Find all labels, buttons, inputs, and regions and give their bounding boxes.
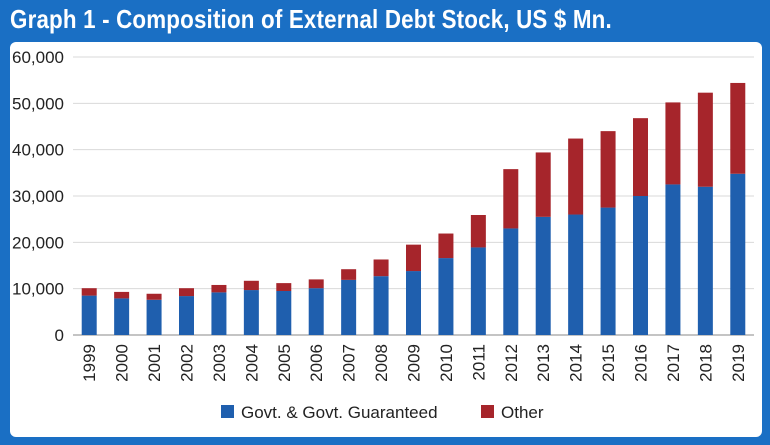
bar-govt-guaranteed <box>211 292 227 335</box>
legend-swatch-govt <box>221 405 234 418</box>
bar-govt-guaranteed <box>114 298 130 335</box>
chart-title: Graph 1 - Composition of External Debt S… <box>10 4 612 34</box>
bar-other <box>114 291 130 299</box>
x-tick-label: 2009 <box>405 344 424 382</box>
y-tick-label: 60,000 <box>12 48 64 67</box>
bar-other <box>341 269 357 280</box>
y-tick-label: 50,000 <box>12 94 64 113</box>
legend: Govt. & Govt. Guaranteed Other <box>221 403 544 422</box>
bar-govt-guaranteed <box>406 271 421 335</box>
x-tick-label: 2016 <box>632 344 651 382</box>
bars <box>81 82 746 335</box>
x-tick-label: 2012 <box>502 344 521 382</box>
legend-label-govt: Govt. & Govt. Guaranteed <box>241 403 438 422</box>
x-tick-label: 2019 <box>729 344 748 382</box>
bar-other <box>697 92 713 187</box>
x-tick-label: 1999 <box>80 344 99 382</box>
bar-other <box>568 138 584 215</box>
bar-govt-guaranteed <box>438 258 454 335</box>
bar-other <box>146 293 162 300</box>
bar-govt-guaranteed <box>600 207 616 335</box>
bar-govt-guaranteed <box>633 196 648 335</box>
bar-govt-guaranteed <box>470 247 486 335</box>
bar-govt-guaranteed <box>503 228 519 335</box>
bar-govt-guaranteed <box>276 290 292 335</box>
bar-other <box>276 283 292 291</box>
x-tick-label: 2014 <box>567 344 586 382</box>
x-tick-label: 2011 <box>469 344 488 381</box>
x-tick-label: 2000 <box>113 344 132 382</box>
x-tick-label: 2002 <box>178 344 197 382</box>
bar-other <box>503 169 519 229</box>
y-tick-label: 10,000 <box>12 280 64 299</box>
bar-other <box>600 131 616 208</box>
bar-other <box>211 284 227 293</box>
y-tick-label: 20,000 <box>12 233 64 252</box>
x-tick-label: 2015 <box>599 344 618 382</box>
x-tick-label: 2010 <box>437 344 456 382</box>
bar-govt-guaranteed <box>535 216 551 335</box>
bar-other <box>633 118 648 196</box>
bar-govt-guaranteed <box>146 299 162 335</box>
x-tick-label: 2003 <box>210 344 229 382</box>
bar-other <box>665 102 681 185</box>
x-tick-label: 2004 <box>242 344 261 382</box>
x-tick-label: 2005 <box>275 344 294 382</box>
bar-govt-guaranteed <box>730 173 746 335</box>
x-tick-label: 2013 <box>534 344 553 382</box>
x-tick-label: 2008 <box>372 344 391 382</box>
bar-other <box>470 215 486 248</box>
bar-govt-guaranteed <box>665 184 681 335</box>
bar-govt-guaranteed <box>697 186 713 335</box>
bar-other <box>308 279 324 289</box>
x-axis-ticks: 1999 2000 2001 2002 2003 2004 2005 2006 2007 2008… <box>80 344 748 382</box>
y-tick-label: 0 <box>55 326 64 345</box>
bar-other <box>730 82 746 174</box>
legend-swatch-other <box>481 405 494 418</box>
bar-govt-guaranteed <box>81 295 97 335</box>
bar-other <box>535 152 551 217</box>
x-tick-label: 2017 <box>664 344 683 382</box>
bar-other <box>406 244 421 272</box>
y-tick-label: 30,000 <box>12 187 64 206</box>
legend-label-other: Other <box>501 403 544 422</box>
bar-govt-guaranteed <box>308 288 324 335</box>
bar-govt-guaranteed <box>243 290 259 335</box>
x-tick-label: 2001 <box>145 344 164 382</box>
bar-govt-guaranteed <box>341 279 357 335</box>
x-tick-label: 2007 <box>340 344 359 382</box>
bar-govt-guaranteed <box>179 296 194 335</box>
y-axis-ticks: 0 10,000 20,000 30,000 40,000 50,000 60,000 <box>12 48 64 345</box>
x-tick-label: 2006 <box>307 344 326 382</box>
bar-govt-guaranteed <box>373 276 389 335</box>
bar-other <box>179 288 194 297</box>
x-tick-label: 2018 <box>696 344 715 382</box>
y-tick-label: 40,000 <box>12 141 64 160</box>
bar-govt-guaranteed <box>568 214 584 335</box>
bar-other <box>438 233 454 259</box>
bar-other <box>373 259 389 277</box>
bar-other <box>81 288 97 296</box>
bar-other <box>243 280 259 291</box>
